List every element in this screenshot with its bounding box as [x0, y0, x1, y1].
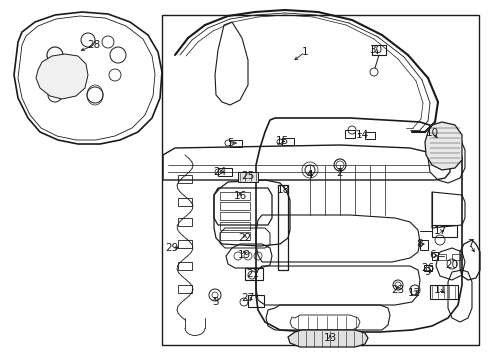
Polygon shape: [287, 330, 367, 347]
Bar: [178, 240, 192, 248]
Bar: [220, 232, 249, 240]
Bar: [282, 138, 293, 145]
Bar: [220, 202, 249, 210]
Bar: [178, 218, 192, 226]
Text: 21: 21: [246, 269, 259, 279]
Text: 24: 24: [213, 167, 226, 177]
Bar: [218, 168, 231, 176]
Text: 20: 20: [445, 260, 458, 270]
Bar: [345, 130, 354, 138]
Bar: [423, 265, 431, 271]
Text: 11: 11: [432, 285, 446, 295]
Text: 12: 12: [407, 288, 420, 298]
Bar: [371, 45, 385, 55]
Text: 16: 16: [233, 191, 246, 201]
Text: 7: 7: [466, 239, 472, 249]
Text: 18: 18: [276, 185, 289, 195]
Text: 9: 9: [424, 267, 430, 277]
Bar: [419, 240, 427, 250]
Text: 3: 3: [211, 297, 218, 307]
Text: 14: 14: [355, 130, 368, 140]
Text: 1: 1: [301, 47, 307, 57]
Text: 19: 19: [237, 250, 250, 260]
Text: 25: 25: [241, 171, 254, 181]
Bar: [429, 285, 457, 299]
Text: 5: 5: [226, 138, 233, 148]
Text: 10: 10: [425, 128, 438, 138]
Bar: [220, 222, 249, 230]
Bar: [178, 175, 192, 183]
Text: 27: 27: [241, 293, 254, 303]
Text: 28: 28: [87, 40, 101, 50]
Bar: [437, 254, 445, 260]
Text: 8: 8: [416, 239, 423, 249]
Bar: [178, 285, 192, 293]
Bar: [451, 254, 459, 260]
Bar: [178, 198, 192, 206]
Bar: [229, 140, 242, 147]
Bar: [178, 262, 192, 270]
Text: 15: 15: [275, 136, 288, 146]
Text: 30: 30: [368, 45, 382, 55]
Text: 23: 23: [390, 285, 404, 295]
Bar: [220, 212, 249, 220]
Text: 22: 22: [238, 233, 251, 243]
Bar: [238, 172, 258, 182]
Bar: [244, 268, 263, 280]
Bar: [431, 225, 456, 237]
Text: 4: 4: [306, 170, 313, 180]
Bar: [431, 252, 437, 260]
Text: 29: 29: [165, 243, 178, 253]
Text: 17: 17: [432, 226, 446, 236]
Text: 26: 26: [421, 263, 434, 273]
Bar: [220, 192, 249, 200]
Polygon shape: [36, 54, 88, 99]
Bar: [162, 15, 478, 345]
Text: 2: 2: [336, 168, 343, 178]
Text: 6: 6: [429, 250, 435, 260]
Bar: [247, 295, 264, 307]
Bar: [364, 132, 374, 139]
Polygon shape: [424, 122, 461, 170]
Bar: [278, 185, 287, 270]
Text: 13: 13: [323, 333, 336, 343]
